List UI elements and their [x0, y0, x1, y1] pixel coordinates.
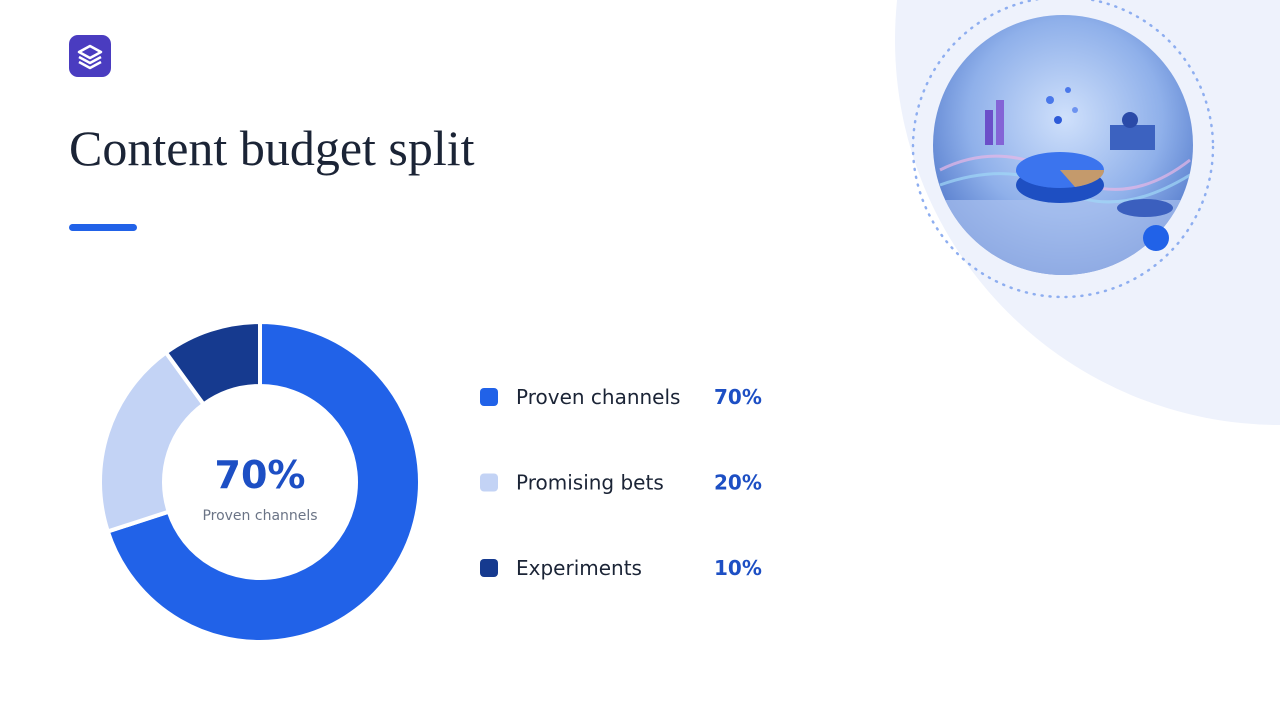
- donut-segment: [105, 319, 422, 644]
- center-label: Proven channels: [202, 508, 317, 524]
- legend-label: Promising bets: [516, 471, 664, 495]
- donut-segment: [163, 319, 262, 408]
- legend-swatch: [480, 559, 498, 577]
- dotted-ring: [911, 0, 1215, 299]
- legend-swatch: [480, 473, 498, 492]
- legend-swatch: [480, 388, 498, 406]
- title-underline: [69, 224, 137, 231]
- legend-value: 70%: [714, 385, 762, 409]
- logo-icon: [77, 44, 103, 70]
- center-value: 70%: [215, 453, 306, 497]
- donut-segment: [98, 349, 207, 534]
- legend-value: 10%: [714, 556, 762, 580]
- legend-label: Proven channels: [516, 385, 680, 409]
- legend-value: 20%: [714, 471, 762, 495]
- illustration: [933, 15, 1193, 275]
- accent-dot: [1143, 225, 1169, 251]
- logo: [69, 35, 111, 77]
- slide-title: Content budget split: [69, 120, 475, 176]
- donut-chart: Proven channels 70% Promising bets 20% Exper…: [98, 319, 762, 644]
- legend-label: Experiments: [516, 556, 642, 580]
